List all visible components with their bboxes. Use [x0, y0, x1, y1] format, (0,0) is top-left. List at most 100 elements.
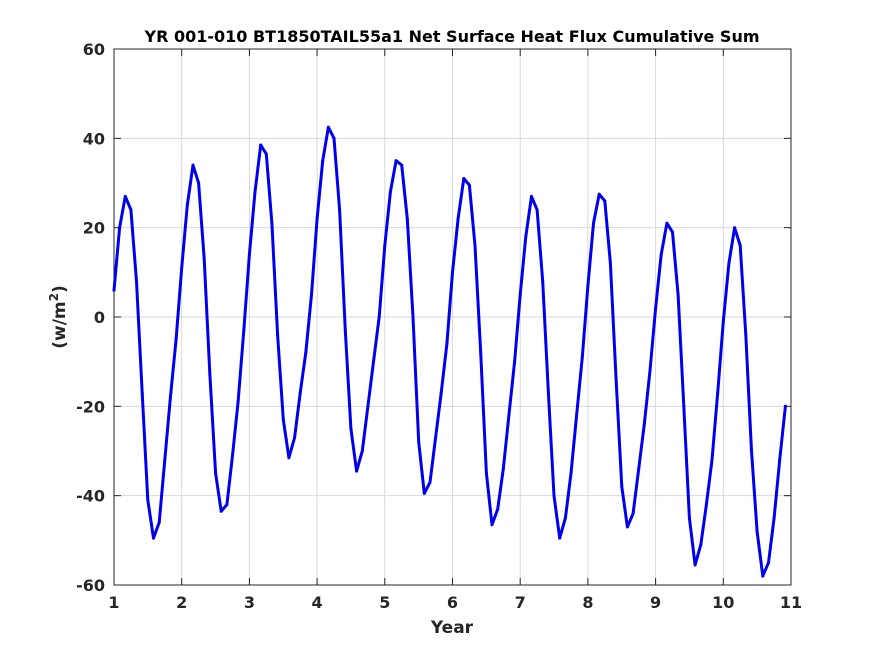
- data-point: [270, 221, 274, 225]
- y-axis-label-superscript: 2: [47, 293, 61, 301]
- data-point: [479, 351, 483, 355]
- data-point: [264, 152, 268, 156]
- x-tick-label: 5: [379, 593, 390, 612]
- data-point: [112, 288, 116, 292]
- data-point: [451, 270, 454, 274]
- grid-lines: [114, 49, 791, 585]
- data-point: [247, 253, 251, 256]
- data-point: [710, 458, 714, 462]
- data-point: [163, 458, 167, 462]
- data-point: [755, 529, 759, 533]
- data-point: [146, 498, 150, 502]
- y-tick-label: 20: [83, 219, 105, 238]
- x-tick-label: 6: [447, 593, 458, 612]
- data-point: [174, 337, 178, 341]
- data-point: [467, 183, 471, 187]
- data-point: [236, 400, 240, 404]
- data-point: [513, 360, 517, 364]
- data-point: [304, 351, 308, 355]
- data-point: [338, 208, 342, 212]
- data-point: [208, 373, 212, 377]
- data-point: [665, 221, 669, 225]
- data-point: [135, 279, 138, 283]
- x-tick-label: 10: [712, 593, 734, 612]
- x-tick-label: 1: [108, 593, 119, 612]
- x-tick-label: 7: [515, 593, 526, 612]
- y-axis-label-main: (w/m: [50, 301, 70, 348]
- data-point: [693, 563, 697, 567]
- data-point: [767, 561, 770, 565]
- data-point: [654, 306, 658, 310]
- data-point: [783, 404, 787, 408]
- data-point: [445, 342, 449, 346]
- data-point: [778, 458, 782, 462]
- data-point: [140, 391, 144, 395]
- data-point: [225, 503, 229, 507]
- data-point: [676, 293, 680, 297]
- data-point: [191, 163, 195, 167]
- y-tick-label: -40: [76, 487, 105, 506]
- data-point: [699, 543, 703, 547]
- data-point: [575, 413, 579, 417]
- data-point: [321, 159, 325, 163]
- data-point: [360, 449, 364, 453]
- x-tick-label: 8: [582, 593, 593, 612]
- data-point: [326, 125, 330, 129]
- y-tick-label: -20: [76, 397, 105, 416]
- x-tick-label: 9: [650, 593, 661, 612]
- data-point: [637, 467, 641, 471]
- chart-title: YR 001-010 BT1850TAIL55a1 Net Surface He…: [143, 27, 759, 46]
- data-point: [507, 413, 511, 417]
- data-point: [631, 512, 635, 515]
- data-point: [197, 181, 201, 185]
- data-point: [744, 333, 748, 337]
- x-tick-label: 2: [176, 593, 187, 612]
- data-point: [563, 516, 567, 520]
- data-point: [400, 163, 404, 167]
- data-point: [456, 217, 460, 221]
- data-point: [671, 230, 674, 234]
- y-axis-label: (w/m2): [47, 285, 70, 349]
- data-point: [377, 315, 381, 319]
- data-point: [366, 404, 370, 408]
- data-point: [733, 226, 737, 230]
- data-point: [428, 480, 432, 484]
- data-point: [214, 471, 218, 475]
- data-point: [535, 208, 539, 212]
- y-tick-label: -60: [76, 576, 105, 595]
- data-point: [625, 525, 629, 529]
- data-point: [580, 355, 584, 359]
- data-point: [496, 507, 500, 511]
- data-point: [552, 494, 556, 498]
- data-point: [439, 391, 443, 395]
- data-point: [592, 221, 595, 225]
- data-point: [129, 208, 133, 212]
- data-point: [530, 194, 533, 198]
- data-point: [490, 523, 494, 527]
- data-point: [349, 427, 353, 431]
- data-point: [473, 244, 477, 247]
- y-axis-label-close: ): [50, 285, 70, 293]
- data-point: [417, 440, 421, 444]
- data-point: [569, 471, 573, 475]
- data-point: [721, 320, 725, 323]
- data-point: [462, 177, 466, 180]
- data-point: [298, 391, 302, 395]
- data-point: [614, 378, 618, 381]
- data-point: [180, 266, 184, 270]
- data-point: [682, 404, 686, 408]
- data-point: [287, 456, 291, 460]
- x-tick-label: 4: [312, 593, 323, 612]
- data-point: [315, 217, 319, 221]
- data-point: [597, 192, 601, 196]
- data-point: [411, 315, 415, 319]
- data-point: [168, 395, 172, 399]
- data-point: [394, 159, 398, 163]
- data-point: [118, 226, 122, 230]
- data-point: [372, 360, 375, 364]
- data-point: [281, 418, 285, 422]
- x-axis-label: Year: [430, 618, 474, 638]
- data-point: [687, 516, 691, 520]
